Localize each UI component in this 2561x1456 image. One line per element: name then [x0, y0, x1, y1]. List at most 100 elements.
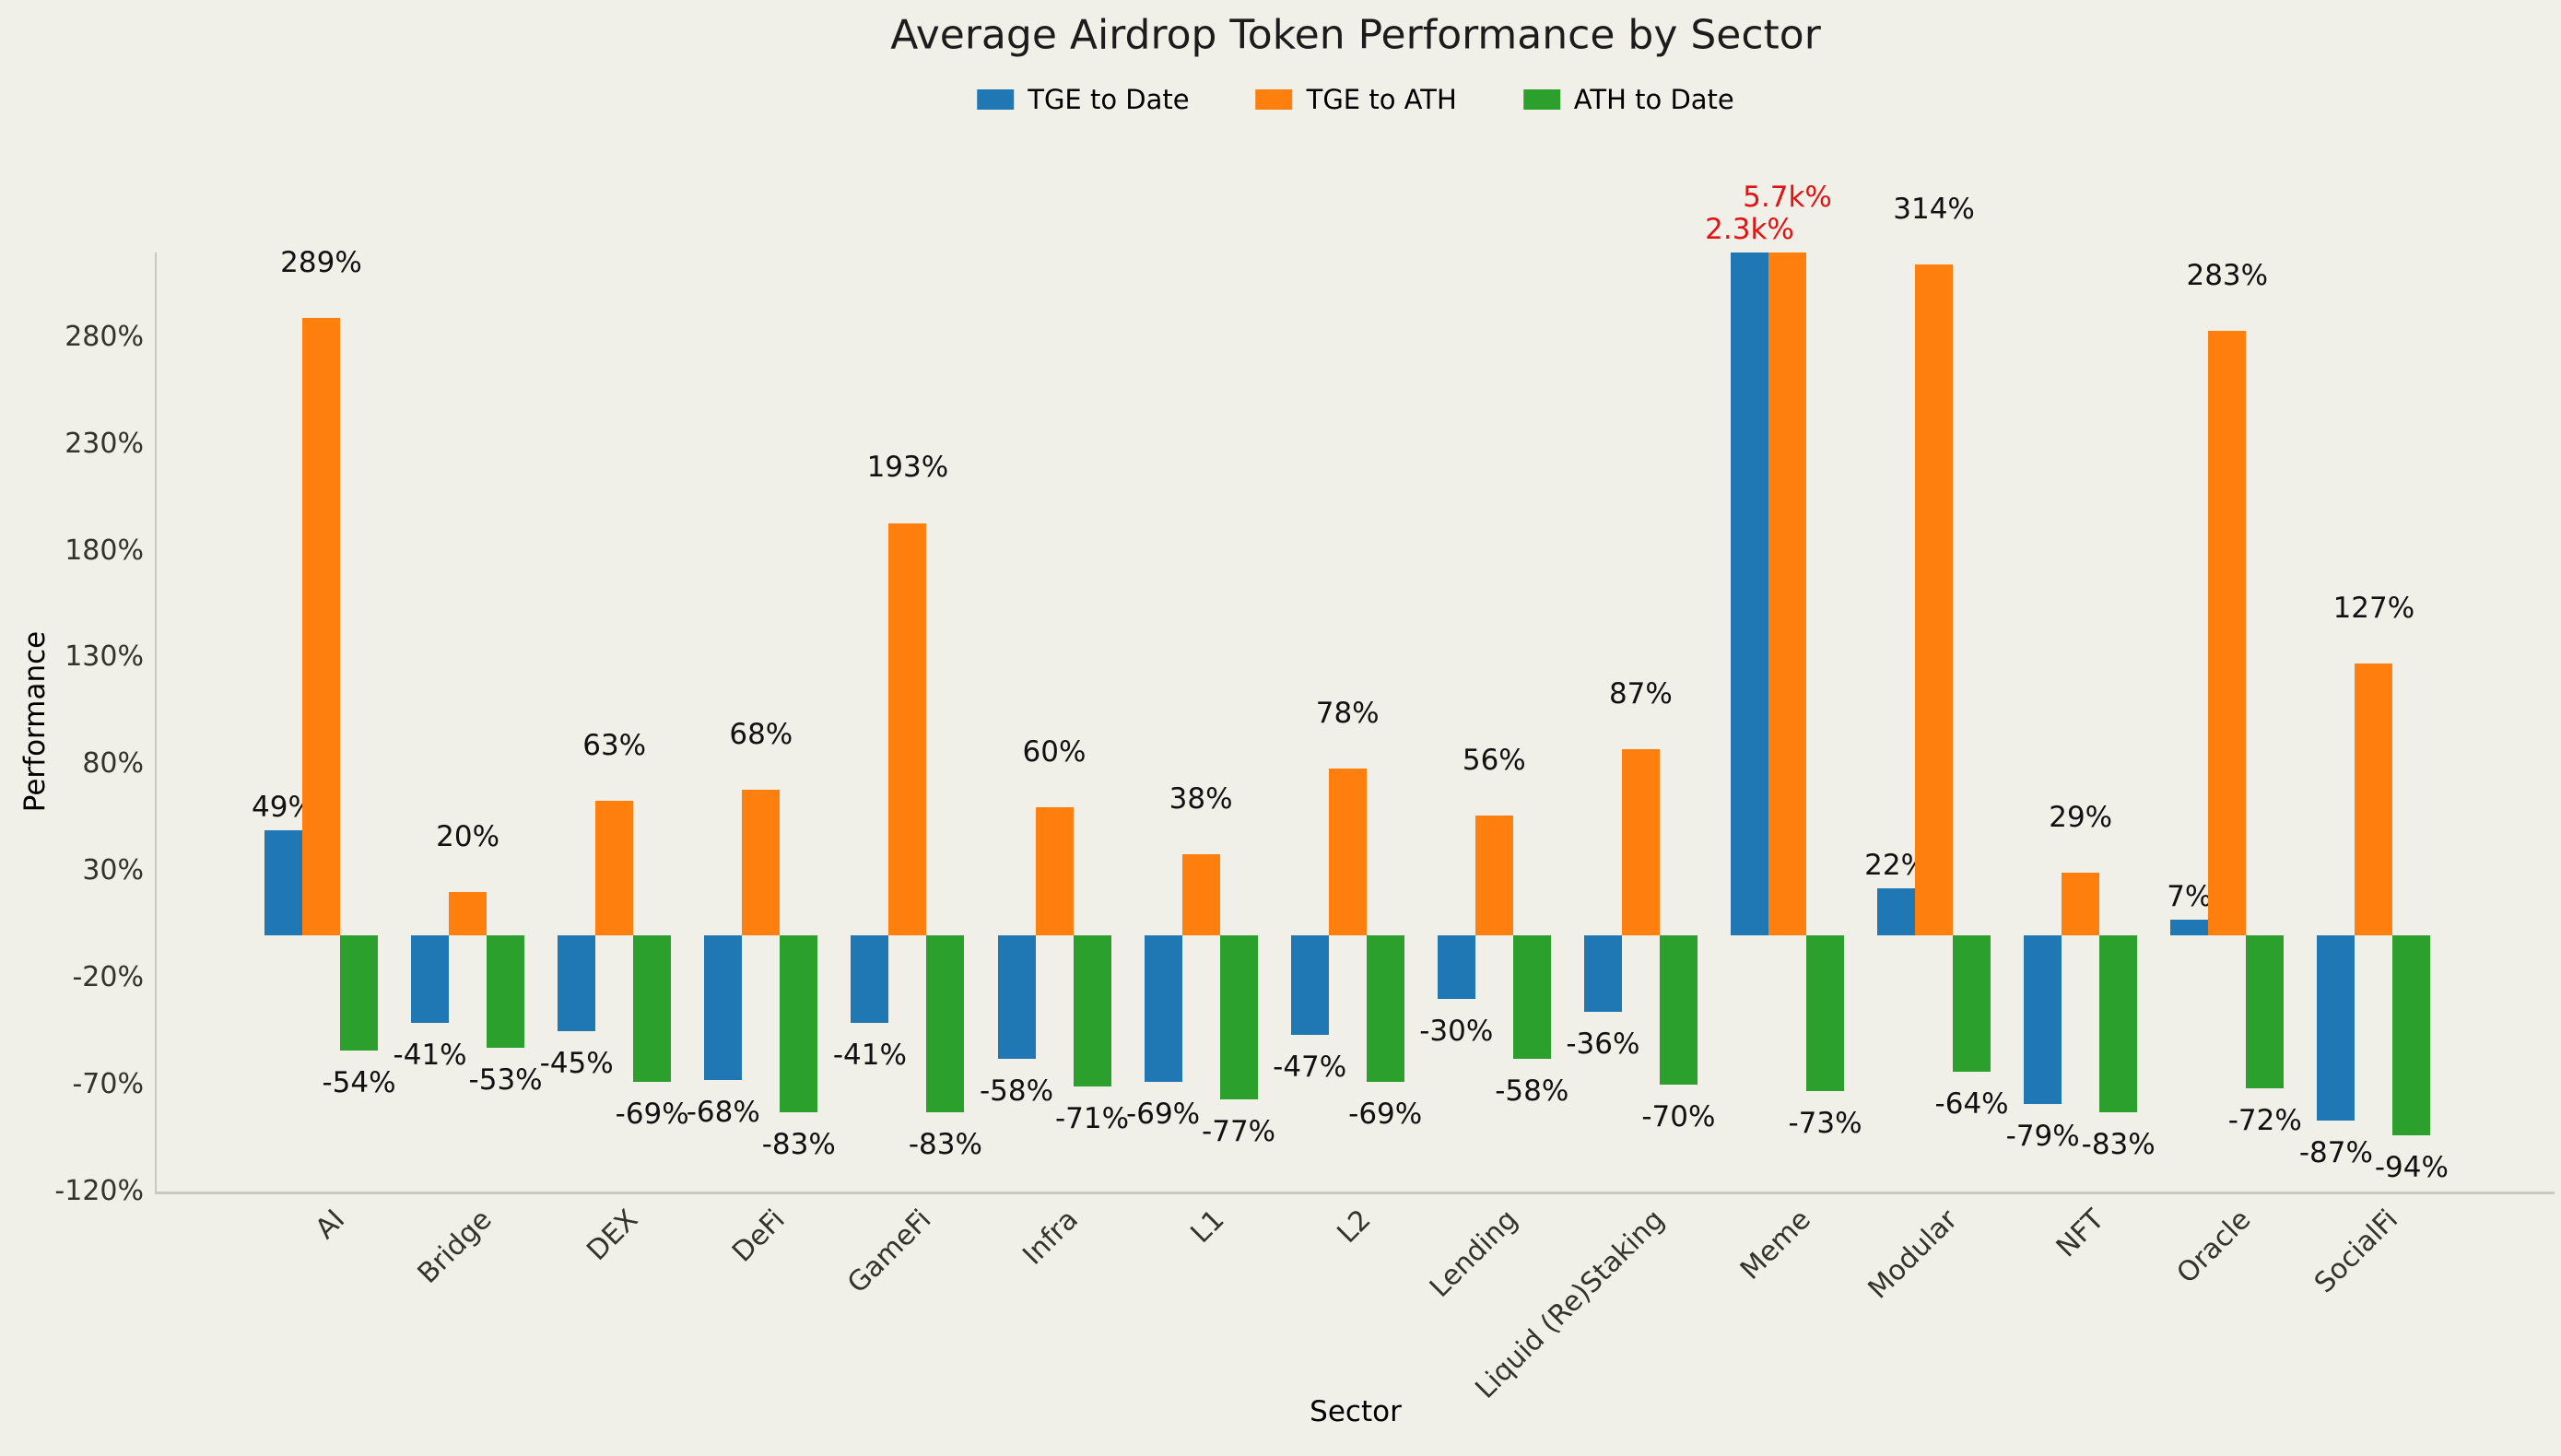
bar-label-l1-ath-to-date: -77%	[1202, 1114, 1276, 1148]
x-category-label-modular: Modular	[1862, 1204, 1965, 1306]
bar-lending-ath-to-date	[1512, 934, 1551, 1059]
bar-label-meme-tge-to-date: 2.3k%	[1705, 213, 1794, 246]
bar-infra-tge-to-ath	[1035, 806, 1074, 935]
x-category-label-l1: L1	[1184, 1204, 1231, 1251]
legend-item-ath-to-date: ATH to Date	[1522, 84, 1734, 115]
bar-lending-tge-to-ath	[1474, 815, 1513, 935]
bar-label-bridge-tge-to-ath: 20%	[436, 820, 500, 854]
y-tick-label--120: -120%	[54, 1174, 144, 1207]
bar-l1-tge-to-date	[1144, 934, 1182, 1083]
legend-label-tge-to-ath: TGE to ATH	[1306, 84, 1457, 115]
bar-label-infra-tge-to-ath: 60%	[1022, 734, 1087, 769]
bar-label-bridge-ath-to-date: -53%	[468, 1063, 543, 1098]
bar-label-infra-ath-to-date: -71%	[1054, 1102, 1130, 1136]
bar-label-liquid-re-staking-ath-to-date: -70%	[1641, 1099, 1716, 1133]
bar-oracle-ath-to-date	[2246, 934, 2285, 1089]
bar-oracle-tge-to-date	[2170, 920, 2209, 935]
bar-gamefi-ath-to-date	[926, 934, 965, 1112]
bar-lending-tge-to-date	[1437, 934, 1475, 1000]
bar-bridge-tge-to-ath	[449, 892, 488, 935]
bar-label-oracle-tge-to-date: 7%	[2167, 880, 2213, 914]
y-axis-title: Performance	[18, 630, 52, 813]
bar-modular-tge-to-date	[1877, 887, 1916, 935]
x-category-label-oracle: Oracle	[2170, 1204, 2258, 1290]
bar-ai-ath-to-date	[340, 934, 378, 1051]
x-category-label-defi: DeFi	[725, 1204, 792, 1269]
bar-nft-tge-to-date	[2024, 934, 2062, 1104]
x-category-label-bridge: Bridge	[411, 1204, 499, 1290]
bar-label-bridge-tge-to-date: -41%	[393, 1038, 467, 1072]
bar-label-socialfi-tge-to-date: -87%	[2298, 1136, 2373, 1170]
bar-defi-tge-to-ath	[742, 790, 781, 935]
y-tick-label-80: 80%	[82, 747, 144, 781]
y-tick-label-230: 230%	[65, 427, 144, 460]
bar-bridge-tge-to-date	[411, 934, 450, 1023]
bar-socialfi-ath-to-date	[2392, 934, 2431, 1136]
y-tick-label-130: 130%	[65, 640, 144, 674]
x-axis-spine	[155, 1192, 2555, 1194]
bar-label-liquid-re-staking-tge-to-ath: 87%	[1608, 677, 1673, 711]
bar-label-modular-tge-to-ath: 314%	[1893, 193, 1975, 227]
bar-dex-ath-to-date	[633, 934, 672, 1083]
x-category-label-dex: DEX	[581, 1204, 645, 1268]
x-category-label-l2: L2	[1331, 1204, 1378, 1251]
bar-label-gamefi-tge-to-date: -41%	[832, 1038, 907, 1072]
bar-label-socialfi-tge-to-ath: 127%	[2332, 592, 2415, 626]
bar-meme-tge-to-ath	[1768, 252, 1806, 935]
bar-l2-tge-to-date	[1290, 934, 1329, 1036]
y-tick-label-30: 30%	[82, 854, 144, 887]
bar-meme-ath-to-date	[1806, 934, 1844, 1091]
bar-label-modular-ath-to-date: -64%	[1934, 1086, 2009, 1121]
bar-ai-tge-to-date	[264, 830, 302, 935]
bar-label-liquid-re-staking-tge-to-date: -36%	[1566, 1027, 1640, 1061]
bar-l2-ath-to-date	[1366, 934, 1404, 1083]
bar-label-lending-tge-to-date: -30%	[1419, 1015, 1494, 1049]
bar-liquid-re-staking-ath-to-date	[1659, 934, 1698, 1085]
bar-socialfi-tge-to-date	[2317, 934, 2355, 1121]
bar-label-ai-tge-to-date: 49%	[252, 791, 315, 825]
bar-oracle-tge-to-ath	[2208, 331, 2247, 935]
x-category-label-socialfi: SocialFi	[2308, 1204, 2404, 1300]
bar-dex-tge-to-date	[558, 934, 596, 1031]
bar-label-ai-tge-to-ath: 289%	[280, 246, 362, 280]
bar-label-l2-ath-to-date: -69%	[1348, 1098, 1423, 1132]
legend-swatch-ath-to-date	[1522, 89, 1560, 110]
legend-item-tge-to-ath: TGE to ATH	[1255, 84, 1457, 115]
bar-label-l2-tge-to-date: -47%	[1273, 1051, 1347, 1085]
x-axis-title: Sector	[1310, 1395, 1402, 1428]
x-category-label-gamefi: GameFi	[841, 1204, 938, 1300]
legend-swatch-tge-to-ath	[1255, 89, 1293, 110]
bar-l2-tge-to-ath	[1328, 768, 1367, 935]
bar-bridge-ath-to-date	[487, 934, 525, 1049]
bar-meme-tge-to-date	[1731, 252, 1768, 935]
bar-liquid-re-staking-tge-to-ath	[1621, 749, 1660, 935]
bar-label-l1-tge-to-date: -69%	[1126, 1098, 1201, 1132]
bar-label-nft-ath-to-date: -83%	[2081, 1127, 2156, 1161]
bar-nft-ath-to-date	[2099, 934, 2138, 1112]
bar-defi-tge-to-date	[704, 934, 743, 1081]
bar-label-infra-tge-to-date: -58%	[979, 1074, 1054, 1108]
bar-socialfi-tge-to-ath	[2355, 663, 2393, 935]
y-tick-label--20: -20%	[72, 960, 144, 993]
bar-label-meme-ath-to-date: -73%	[1788, 1106, 1862, 1140]
bar-label-meme-tge-to-ath: 5.7k%	[1743, 181, 1832, 214]
y-tick-label-280: 280%	[65, 320, 144, 353]
bar-label-dex-tge-to-date: -45%	[539, 1046, 614, 1080]
legend-label-tge-to-date: TGE to Date	[1028, 84, 1190, 115]
bar-label-nft-tge-to-date: -79%	[2005, 1119, 2080, 1153]
bar-label-dex-ath-to-date: -69%	[615, 1098, 689, 1132]
bar-label-gamefi-tge-to-ath: 193%	[866, 451, 949, 485]
y-axis-spine	[155, 252, 157, 1192]
bar-label-ai-ath-to-date: -54%	[322, 1065, 396, 1099]
bar-label-dex-tge-to-ath: 63%	[582, 728, 647, 762]
bar-gamefi-tge-to-date	[851, 934, 889, 1023]
bar-label-l1-tge-to-ath: 38%	[1169, 781, 1233, 816]
legend-swatch-tge-to-date	[977, 89, 1015, 110]
bar-infra-ath-to-date	[1073, 934, 1111, 1087]
x-category-label-ai: AI	[309, 1204, 352, 1246]
y-tick-label--70: -70%	[72, 1067, 144, 1100]
bar-label-defi-tge-to-date: -68%	[686, 1096, 760, 1130]
x-category-label-lending: Lending	[1424, 1204, 1525, 1304]
bar-infra-tge-to-date	[997, 934, 1036, 1059]
